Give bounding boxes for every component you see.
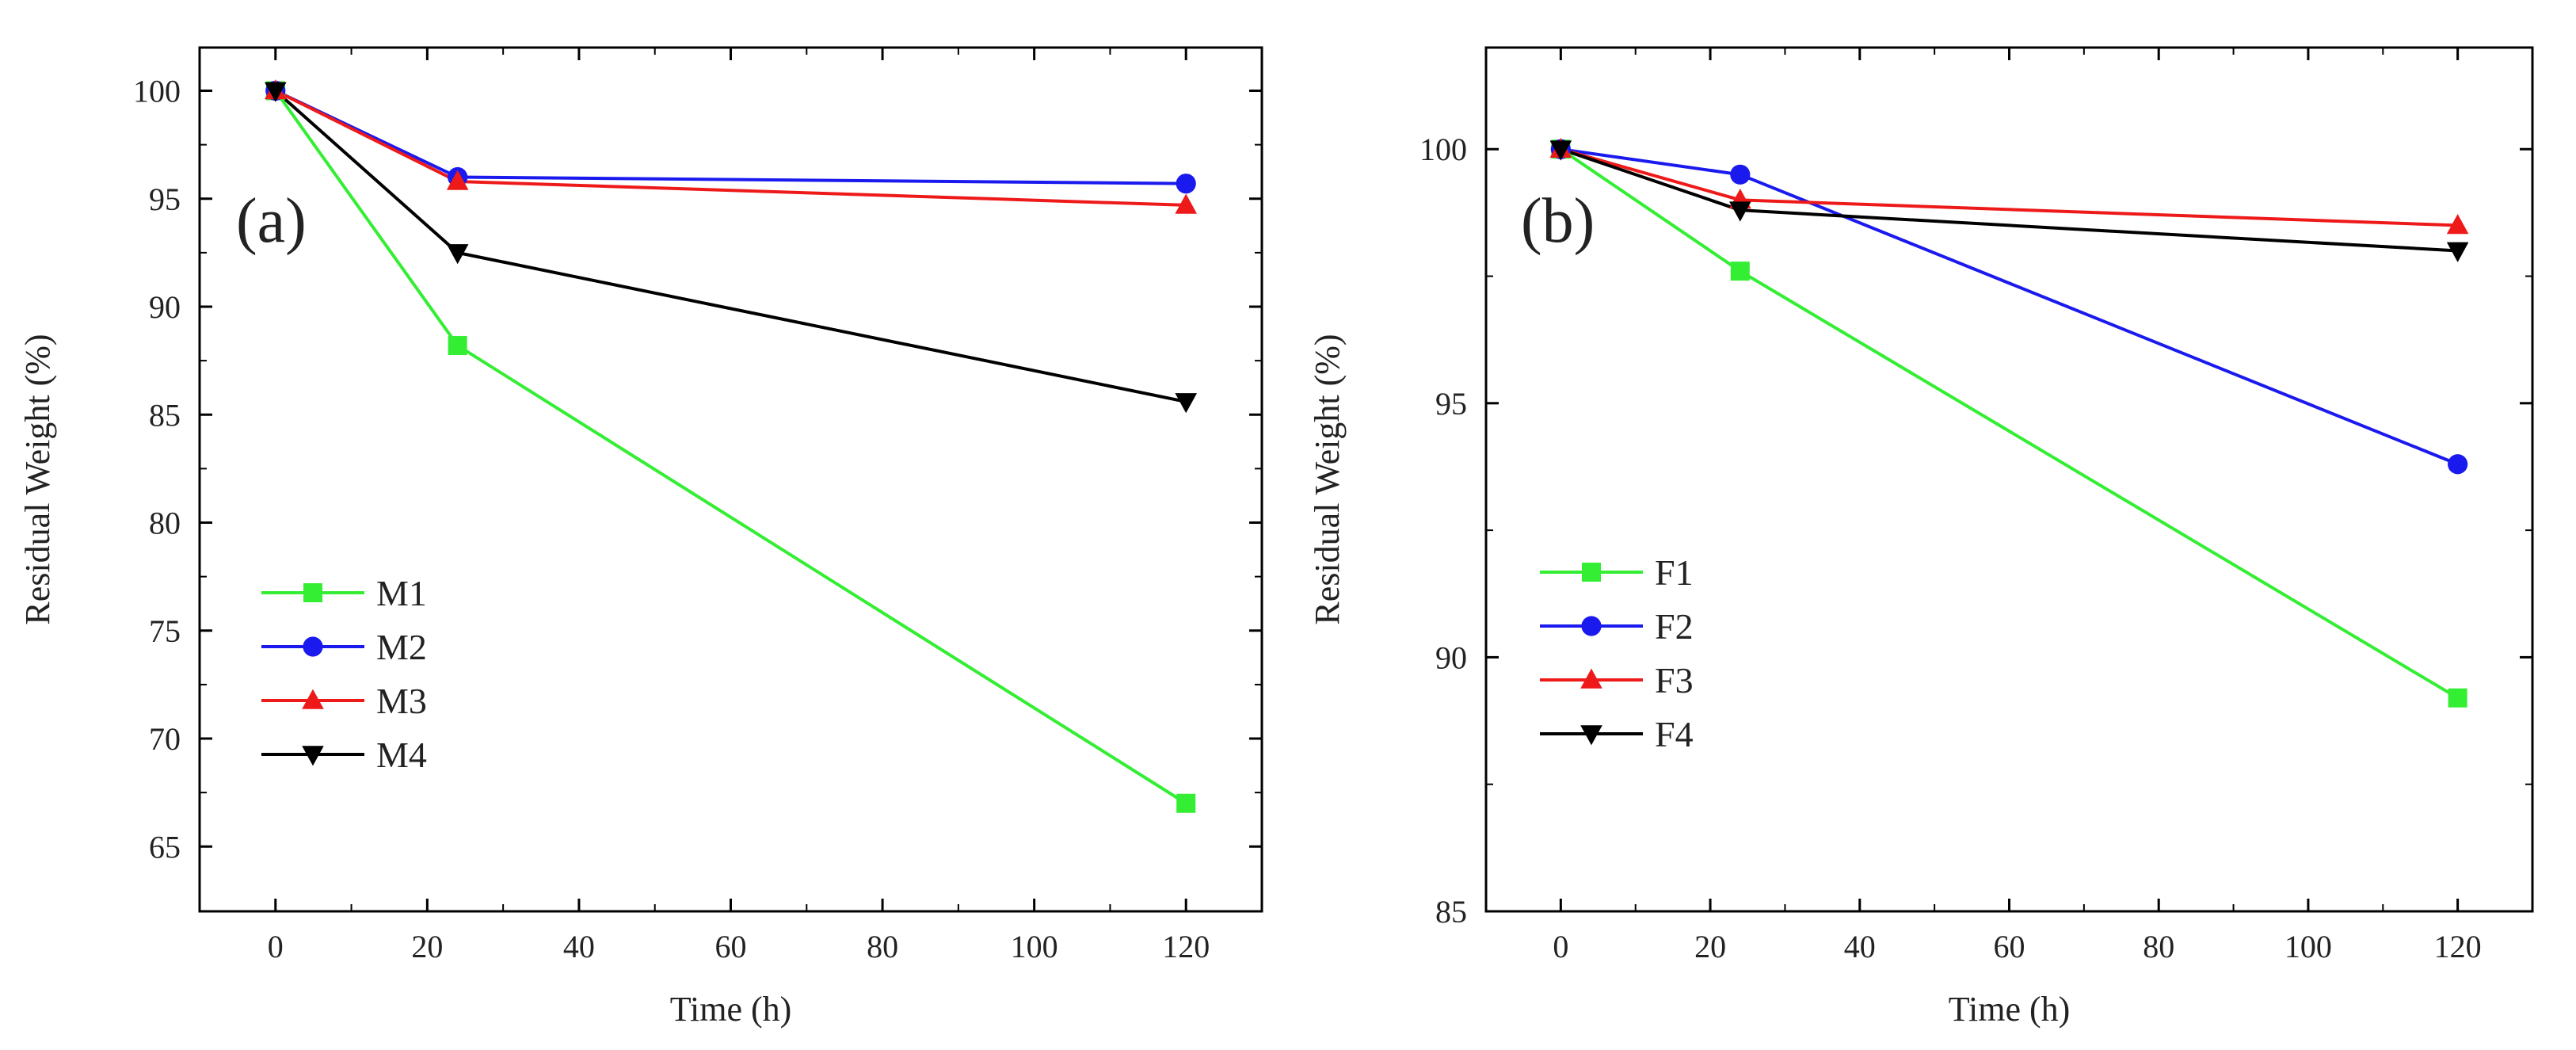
x-tick-label: 80	[867, 929, 898, 964]
x-tick-label: 40	[1844, 929, 1876, 964]
legend-label-f1: F1	[1655, 552, 1694, 593]
legend-marker-f2	[1581, 616, 1602, 636]
x-tick-label: 0	[268, 929, 284, 964]
y-axis-title: Residual Weight (%)	[1308, 334, 1347, 624]
data-point-f4	[1729, 201, 1751, 222]
data-point-f2	[2448, 454, 2468, 475]
data-point-m4	[1175, 393, 1198, 414]
y-tick-label: 85	[1435, 894, 1467, 930]
x-tick-label: 80	[2143, 929, 2174, 964]
legend-marker-m4	[302, 746, 324, 766]
x-tick-label: 20	[411, 929, 443, 964]
y-tick-label: 90	[149, 289, 181, 325]
panel-label: (a)	[236, 186, 307, 256]
legend-marker-f3	[1580, 668, 1602, 689]
y-tick-label: 100	[1419, 132, 1467, 167]
y-tick-label: 95	[149, 181, 181, 217]
legend-label-m4: M4	[376, 735, 427, 775]
legend-label-f2: F2	[1655, 606, 1694, 647]
data-point-m1	[1176, 793, 1196, 813]
series-line-f4	[1560, 147, 2458, 253]
y-tick-label: 75	[149, 613, 181, 649]
x-tick-label: 100	[1011, 929, 1058, 964]
y-axis-title: Residual Weight (%)	[18, 334, 57, 624]
legend-marker-m1	[303, 583, 322, 602]
data-point-m4	[264, 82, 287, 102]
x-tick-label: 60	[1994, 929, 2025, 964]
series-line-m4	[274, 90, 1187, 403]
data-point-f2	[1730, 164, 1751, 185]
panel-label: (b)	[1521, 186, 1595, 256]
series-line-f3	[1560, 147, 2458, 227]
y-tick-label: 85	[149, 397, 181, 433]
x-tick-label: 60	[715, 929, 747, 964]
legend-label-m3: M3	[376, 681, 427, 721]
data-point-f3	[2446, 214, 2469, 235]
y-tick-label: 65	[149, 829, 181, 865]
data-point-f1	[2448, 688, 2467, 708]
data-point-f4	[2446, 242, 2469, 262]
y-tick-label: 100	[133, 74, 181, 109]
data-point-m3	[446, 170, 469, 190]
x-tick-label: 120	[2434, 929, 2482, 964]
x-tick-label: 40	[563, 929, 595, 964]
series-line-f1	[1560, 147, 2459, 700]
legend-marker-m2	[303, 636, 323, 657]
legend-label-m2: M2	[376, 627, 427, 667]
legend: F1 F2 F3 F4	[1540, 552, 1694, 754]
x-tick-label: 20	[1694, 929, 1726, 964]
data-point-m4	[446, 244, 469, 265]
plot-frame	[198, 46, 1263, 913]
data-point-f4	[1549, 140, 1572, 161]
legend-label-f4: F4	[1655, 714, 1694, 754]
data-point-m1	[448, 336, 467, 356]
legend: M1 M2 M3 M4	[261, 573, 427, 775]
data-point-f1	[1730, 262, 1750, 281]
x-tick-label: 0	[1553, 929, 1568, 964]
y-tick-label: 80	[149, 506, 181, 541]
x-axis-title: Time (h)	[1949, 990, 2071, 1029]
y-tick-label: 70	[149, 721, 181, 757]
legend-marker-f1	[1582, 563, 1601, 582]
y-tick-label: 95	[1435, 386, 1467, 422]
chart-panel-b: 0 20 40 60 80 100 120 85 90 95 100 Time (h) Residual…	[1308, 46, 2534, 1029]
y-tick-label: 90	[1435, 640, 1467, 675]
legend-marker-f4	[1580, 725, 1602, 746]
x-axis-title: Time (h)	[670, 990, 792, 1029]
chart-panel-a: 0 20 40 60 80 100 120 65 70 75 80 85 90 95 100 Time (h)…	[18, 46, 1263, 1029]
legend-marker-m3	[302, 689, 324, 709]
legend-label-m1: M1	[376, 573, 427, 613]
x-tick-label: 100	[2284, 929, 2332, 964]
series-line-m3	[274, 89, 1187, 207]
data-point-m3	[1175, 193, 1198, 214]
legend-label-f3: F3	[1655, 660, 1694, 701]
data-point-m2	[1176, 174, 1196, 194]
x-tick-label: 120	[1162, 929, 1210, 964]
series-line-m2	[274, 89, 1187, 185]
